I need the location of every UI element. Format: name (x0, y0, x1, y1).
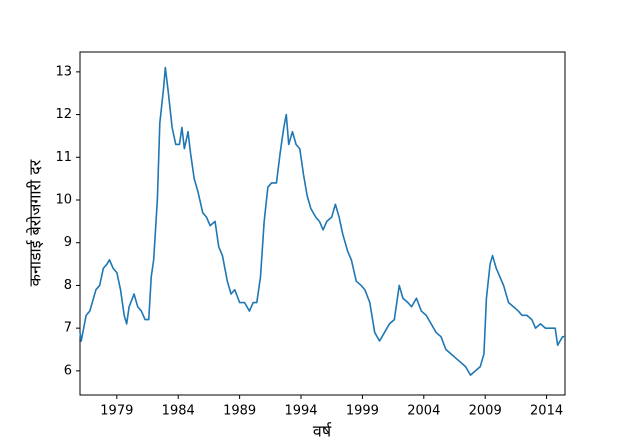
y-tick-label: 6 (64, 363, 72, 378)
x-axis-label: वर्ष (313, 422, 332, 441)
x-tick-label: 1984 (162, 404, 195, 419)
plot-frame (79, 51, 566, 396)
x-tick-label: 1999 (346, 404, 379, 419)
y-tick-label: 12 (55, 107, 72, 122)
y-tick-label: 9 (64, 235, 72, 250)
x-tick-label: 2004 (407, 404, 440, 419)
y-tick-label: 10 (55, 193, 72, 208)
y-tick-label: 11 (55, 150, 72, 165)
y-tick-label: 7 (64, 321, 72, 336)
y-tick-label: 8 (64, 278, 72, 293)
y-tick-label: 13 (55, 64, 72, 79)
x-tick-label: 2009 (469, 404, 502, 419)
x-tick-label: 1979 (100, 404, 133, 419)
data-line (79, 66, 565, 376)
x-tick-label: 1994 (284, 404, 317, 419)
y-axis-label: कनाडाई बेरोजगारी दर (26, 159, 45, 286)
x-tick-label: 2014 (530, 404, 563, 419)
x-tick-label: 1989 (223, 404, 256, 419)
